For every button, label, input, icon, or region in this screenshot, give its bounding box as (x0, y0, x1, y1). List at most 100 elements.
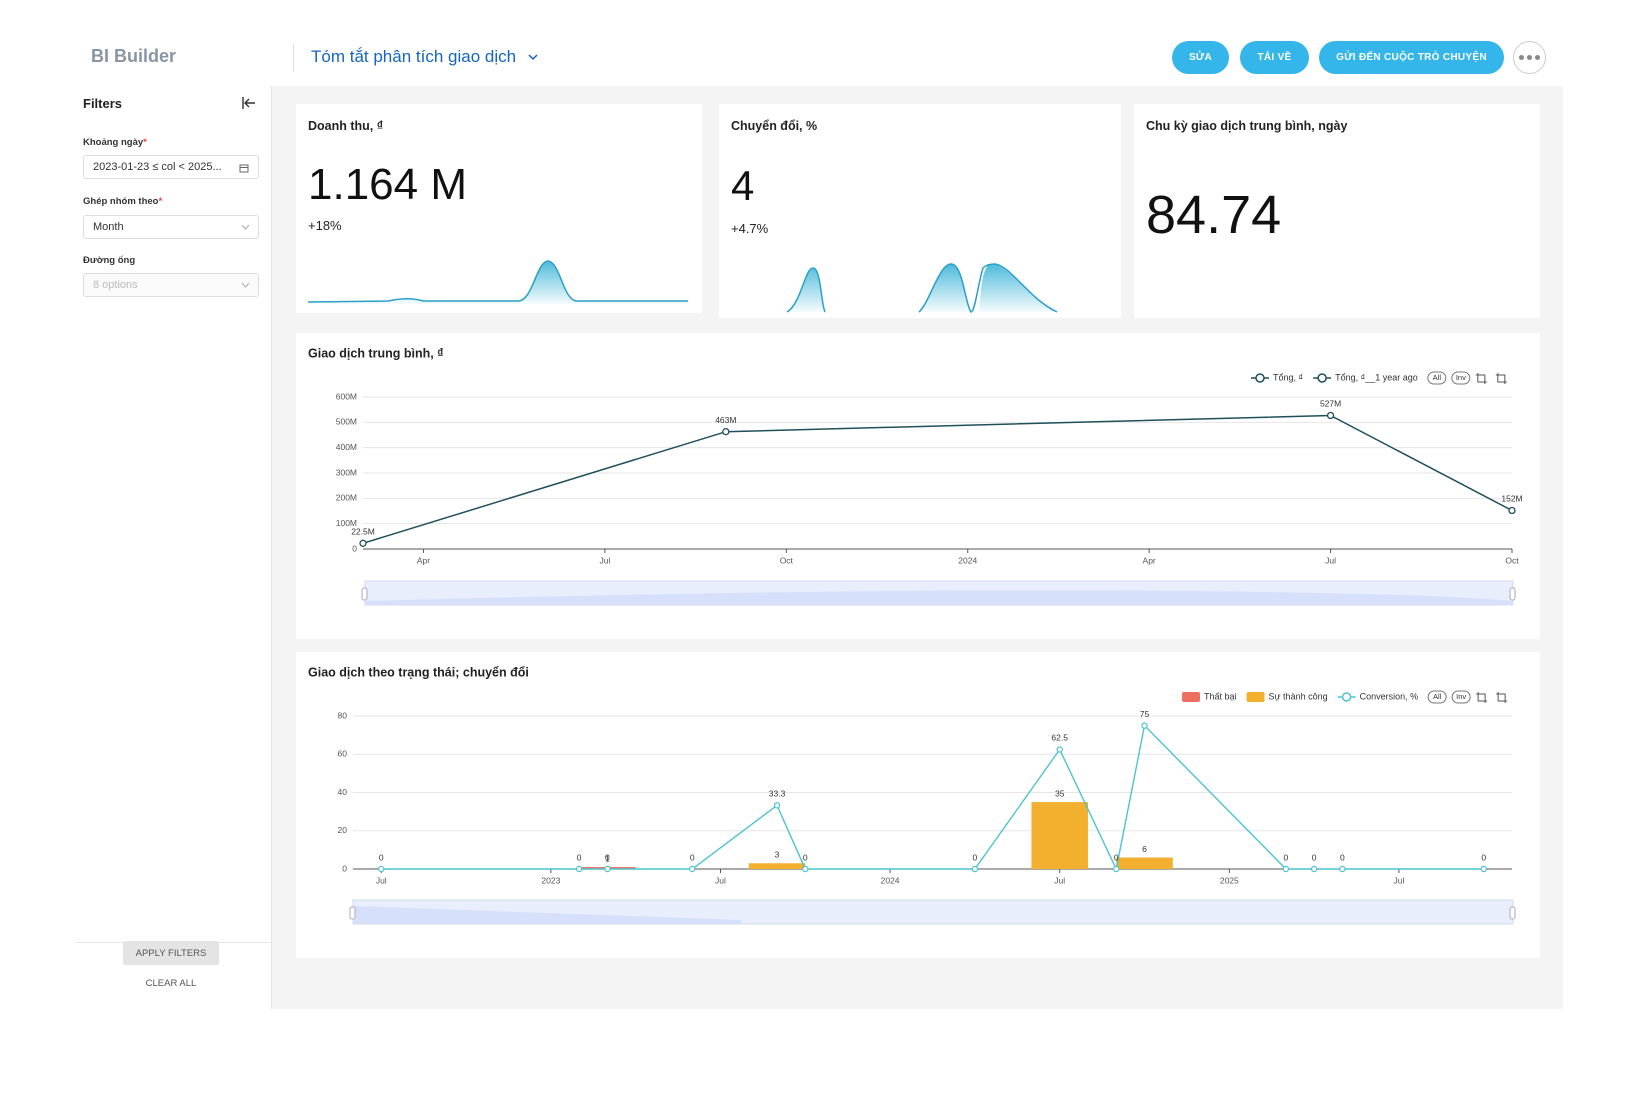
data-label: 6 (1142, 844, 1147, 854)
x-tick-label: Jul (715, 875, 726, 885)
data-label: 75 (1140, 709, 1150, 719)
zoom-preview (365, 590, 1513, 605)
data-point (575, 865, 583, 873)
y-tick-label: 500M (336, 417, 357, 427)
y-tick-label: 20 (338, 825, 348, 835)
bar (1031, 802, 1088, 869)
chevron (528, 54, 538, 61)
x-tick-label: 2024 (958, 555, 977, 565)
download-button[interactable]: TẢI VỀ (1240, 41, 1309, 74)
chart: Giao dịch theo trạng thái; chuyển đổi 0 2… (308, 665, 1516, 925)
sparkline (308, 260, 688, 304)
legend-label: Thất bại (1204, 691, 1237, 701)
data-label: 22.5M (351, 527, 375, 537)
chart-title: Giao dịch trung bình, ₫ (308, 346, 444, 360)
group-by-select[interactable]: Month (83, 215, 259, 239)
zoom-handle[interactable] (1509, 906, 1516, 920)
data-label: 0 (1114, 852, 1119, 862)
data-label: 0 (1340, 852, 1345, 862)
data-point (1056, 746, 1063, 753)
data-label: 527M (1320, 399, 1341, 409)
legend-toggle[interactable] (1427, 690, 1447, 704)
data-point (1480, 865, 1487, 873)
data-label: 0 (973, 852, 978, 862)
data-label: 0 (1312, 852, 1317, 862)
line-series (362, 414, 1513, 545)
input-value: 2023-01-23 ≤ col < 2025... (93, 161, 222, 173)
required-mark: * (143, 137, 147, 148)
bar (1116, 857, 1173, 869)
x-tick-label: Oct (780, 555, 794, 565)
kpi-card: Doanh thu, ₫ 1.164 M +18% (296, 104, 702, 313)
legend-toggle[interactable] (1427, 371, 1447, 385)
label-text: Ghép nhóm theo (83, 196, 159, 207)
x-tick-label: Apr (1143, 555, 1156, 565)
edit-button[interactable]: SỬA (1172, 41, 1229, 74)
data-point (1310, 865, 1318, 873)
sparkline (786, 263, 1058, 313)
kpi-title: Doanh thu, ₫ (308, 119, 384, 133)
filter-label: Đường ống (83, 255, 135, 266)
kpi-title: Chuyển đổi, % (731, 119, 818, 133)
data-label: 62.5 (1051, 733, 1068, 743)
data-label: 0 (605, 852, 610, 862)
data-point (359, 539, 367, 547)
data-point (773, 802, 781, 809)
date-range-input[interactable]: 2023-01-23 ≤ col < 2025... (83, 155, 259, 179)
data-label: 463M (715, 415, 736, 425)
x-tick-label: Jul (599, 555, 610, 565)
y-tick-label: 300M (336, 467, 357, 477)
y-tick-label: 200M (336, 493, 357, 503)
dashboard-title[interactable]: Tóm tắt phân tích giao dịch (311, 47, 539, 67)
toolbar-icon[interactable] (1495, 373, 1507, 384)
data-label: 33.3 (769, 789, 786, 799)
pipeline-select[interactable]: 8 options (83, 273, 259, 297)
y-tick-label: 600M (336, 391, 357, 401)
legend-label: Sự thành công (1269, 691, 1328, 701)
zoom-handle[interactable] (1509, 587, 1516, 601)
legend-toggle-label: All (1433, 373, 1442, 382)
x-tick-label: Jul (1393, 875, 1404, 885)
x-tick-label: Jul (376, 875, 387, 885)
required-mark: * (158, 196, 163, 207)
chart-title: Giao dịch theo trạng thái; chuyển đổi (308, 665, 529, 679)
collapse-icon[interactable] (241, 96, 257, 110)
legend-swatch (1182, 692, 1200, 702)
data-label: 152M (1501, 494, 1522, 504)
x-tick-label: Jul (1054, 875, 1065, 885)
toolbar-icon[interactable] (1496, 692, 1508, 703)
zoom-handle[interactable] (361, 587, 368, 601)
clear-all-button[interactable]: CLEAR ALL (145, 978, 197, 989)
data-point (378, 865, 385, 873)
data-label: 3 (775, 850, 780, 860)
legend-toggle[interactable] (1451, 690, 1471, 704)
select-value: Month (93, 221, 124, 233)
divider (293, 44, 294, 72)
data-point (1113, 865, 1120, 873)
legend-toggle[interactable] (1451, 371, 1471, 385)
kpi-value: 4 (731, 162, 755, 209)
toolbar-icon[interactable] (1476, 692, 1488, 703)
legend-toggle-label: Inv (1456, 692, 1466, 701)
send-button[interactable]: GỬI ĐẾN CUỘC TRÒ CHUYỆN (1319, 41, 1504, 74)
zoom-handle[interactable] (349, 906, 356, 920)
more-button[interactable] (1513, 41, 1546, 74)
chart-card: Giao dịch trung bình, ₫ 0 100M 200M 300M 400… (296, 333, 1540, 639)
legend-toggle-label: Inv (1456, 373, 1466, 382)
zoom-preview (353, 906, 741, 924)
legend-swatch (1255, 373, 1265, 383)
y-tick-label: 100M (336, 518, 357, 528)
legend-label: Tổng, ₫ (1273, 372, 1303, 382)
y-tick-label: 400M (336, 442, 357, 452)
y-tick-label: 40 (338, 787, 348, 797)
data-point (971, 865, 979, 873)
legend-label: Tổng, ₫__1 year ago (1335, 372, 1418, 382)
data-label: 0 (803, 852, 808, 862)
apply-filters-button[interactable]: APPLY FILTERS (123, 941, 219, 965)
x-tick-label: Oct (1505, 555, 1519, 565)
select-placeholder: 8 options (93, 279, 138, 291)
y-tick-label: 0 (352, 543, 357, 553)
data-point (1141, 722, 1148, 729)
y-tick-label: 60 (338, 749, 348, 759)
toolbar-icon[interactable] (1475, 373, 1487, 384)
